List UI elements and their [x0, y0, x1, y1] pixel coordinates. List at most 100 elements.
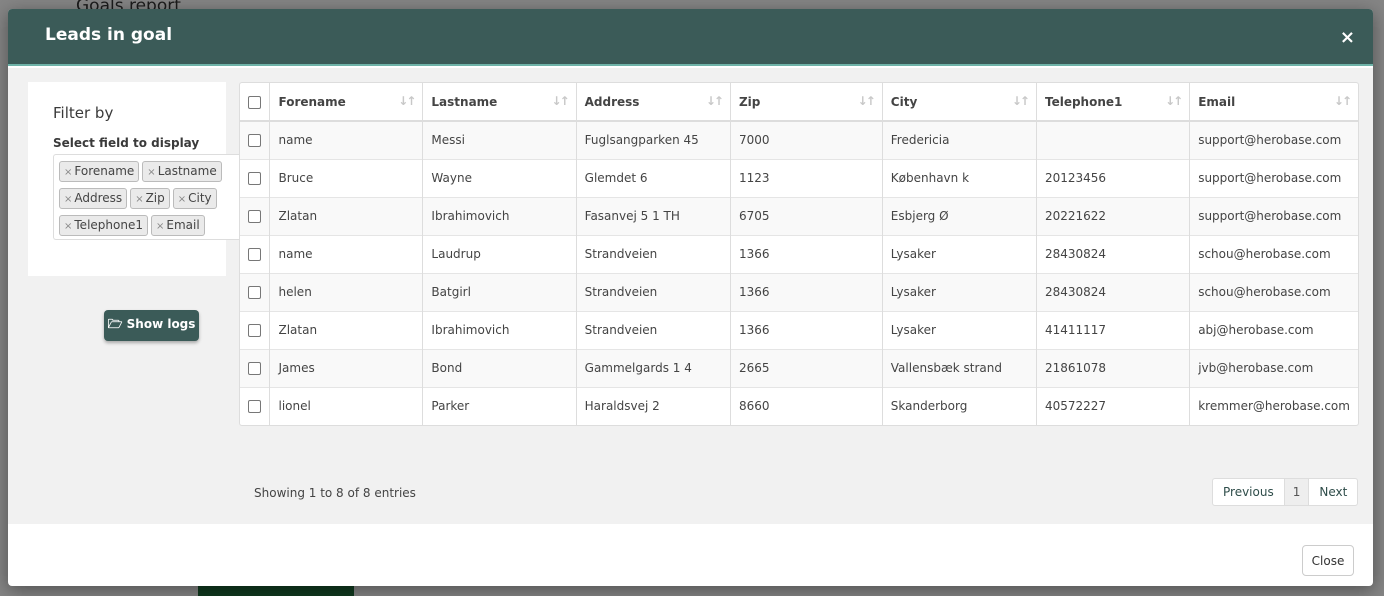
- table-cell-email: support@herobase.com: [1189, 158, 1358, 197]
- table-cell-zip: 1366: [730, 310, 883, 349]
- row-checkbox[interactable]: [248, 400, 261, 414]
- column-header-lastname[interactable]: Lastname ↓↑: [422, 83, 577, 122]
- column-header-address[interactable]: Address ↓↑: [576, 83, 731, 122]
- column-header-zip[interactable]: Zip ↓↑: [730, 83, 883, 122]
- table-cell-city: Vallensbæk strand: [882, 348, 1037, 387]
- table-cell-city: Skanderborg: [882, 386, 1037, 425]
- next-button[interactable]: Next: [1319, 485, 1348, 499]
- modal-body: Filter by Select field to display × Foren…: [8, 68, 1373, 524]
- table-cell-address: Fasanvej 5 1 TH: [576, 196, 731, 235]
- table-cell-lastname: Bond: [422, 348, 577, 387]
- field-tag-label: Lastname: [157, 164, 217, 178]
- table-row[interactable]: Zlatan Ibrahimovich Strandveien 1366 Lysaker…: [240, 310, 1358, 349]
- table-row[interactable]: name Messi Fuglsangparken 45 7000 Fredericia…: [240, 120, 1358, 159]
- filter-panel: Filter by Select field to display × Foren…: [28, 82, 243, 276]
- row-checkbox[interactable]: [248, 324, 261, 337]
- sort-icon[interactable]: ↓↑: [551, 94, 570, 108]
- table-cell-forename: name: [269, 120, 424, 159]
- leads-modal: Leads in goal × Filter by Select field t…: [8, 9, 1373, 586]
- table-cell-city: København k: [882, 158, 1037, 197]
- remove-tag-icon[interactable]: ×: [177, 194, 187, 205]
- table-cell-email: support@herobase.com: [1189, 196, 1358, 235]
- table-cell-email: abj@herobase.com: [1189, 310, 1358, 349]
- modal-header: Leads in goal ×: [8, 9, 1373, 66]
- column-header-telephone1[interactable]: Telephone1 ↓↑: [1036, 83, 1191, 122]
- field-tag: × City: [172, 188, 217, 209]
- table-cell-telephone1: [1036, 120, 1191, 159]
- modal-title: Leads in goal: [45, 25, 173, 45]
- remove-tag-icon[interactable]: ×: [155, 221, 165, 232]
- remove-tag-icon[interactable]: ×: [64, 194, 73, 205]
- field-select[interactable]: × Forename × Lastname× Address × Zip × City× Tele…: [53, 154, 243, 240]
- row-select-cell: [240, 310, 271, 349]
- field-tag: × Lastname: [142, 161, 222, 182]
- row-checkbox[interactable]: [248, 210, 261, 223]
- field-tag-label: Email: [166, 218, 200, 232]
- close-button[interactable]: Close: [1302, 545, 1354, 576]
- table-cell-lastname: Wayne: [422, 158, 577, 197]
- column-header-city[interactable]: City ↓↑: [882, 83, 1037, 122]
- table-cell-city: Esbjerg Ø: [882, 196, 1037, 235]
- row-checkbox[interactable]: [248, 172, 261, 185]
- row-checkbox[interactable]: [248, 248, 261, 261]
- column-header-email[interactable]: Email ↓↑: [1189, 83, 1358, 122]
- table-cell-telephone1: 40572227: [1036, 386, 1191, 425]
- table-row[interactable]: Zlatan Ibrahimovich Fasanvej 5 1 TH 6705 Esb…: [240, 196, 1358, 235]
- table-cell-forename: lionel: [269, 386, 424, 425]
- sort-icon[interactable]: ↓↑: [857, 94, 876, 108]
- table-cell-city: Lysaker: [882, 234, 1037, 273]
- show-logs-button[interactable]: 🗁 Show logs: [104, 310, 199, 341]
- table-cell-city: Fredericia: [882, 120, 1037, 159]
- table-cell-telephone1: 21861078: [1036, 348, 1191, 387]
- table-cell-telephone1: 20221622: [1036, 196, 1191, 235]
- table-cell-telephone1: 28430824: [1036, 272, 1191, 311]
- select-all-header: [240, 83, 271, 122]
- field-tag: × Address: [59, 188, 128, 209]
- field-tag: × Telephone1: [59, 215, 148, 236]
- table-row[interactable]: lionel Parker Haraldsvej 2 8660 Skanderborg 4…: [240, 386, 1358, 425]
- sort-icon[interactable]: ↓↑: [1333, 94, 1352, 108]
- select-all-checkbox[interactable]: [248, 95, 261, 109]
- column-header-label: Lastname: [431, 94, 498, 109]
- column-header-label: Zip: [738, 94, 761, 109]
- row-checkbox[interactable]: [248, 286, 261, 299]
- table-cell-city: Lysaker: [882, 310, 1037, 349]
- remove-tag-icon[interactable]: ×: [64, 221, 73, 232]
- row-select-cell: [240, 272, 271, 311]
- row-checkbox[interactable]: [248, 362, 261, 375]
- remove-tag-icon[interactable]: ×: [135, 194, 144, 205]
- table-row[interactable]: name Laudrup Strandveien 1366 Lysaker 2843082…: [240, 234, 1358, 273]
- table-cell-zip: 6705: [730, 196, 883, 235]
- table-cell-zip: 1366: [730, 234, 883, 273]
- field-tag-label: Zip: [145, 191, 165, 205]
- table-cell-email: schou@herobase.com: [1189, 234, 1358, 273]
- table-cell-address: Strandveien: [576, 234, 731, 273]
- remove-tag-icon[interactable]: ×: [147, 167, 156, 178]
- field-tag: × Forename: [59, 161, 140, 182]
- table-cell-lastname: Ibrahimovich: [422, 196, 577, 235]
- row-checkbox[interactable]: [248, 134, 261, 148]
- table-cell-zip: 7000: [730, 120, 883, 159]
- table-cell-forename: Zlatan: [269, 310, 424, 349]
- table-row[interactable]: Bruce Wayne Glemdet 6 1123 København k 201234…: [240, 158, 1358, 197]
- table-cell-address: Strandveien: [576, 310, 731, 349]
- table-cell-forename: Zlatan: [269, 196, 424, 235]
- table-row[interactable]: helen Batgirl Strandveien 1366 Lysaker 284308…: [240, 272, 1358, 311]
- remove-tag-icon[interactable]: ×: [64, 167, 73, 178]
- sort-icon[interactable]: ↓↑: [1011, 94, 1030, 108]
- table-info: Showing 1 to 8 of 8 entries: [254, 486, 416, 500]
- page-1-button[interactable]: 1: [1284, 479, 1310, 505]
- sort-icon[interactable]: ↓↑: [398, 94, 416, 108]
- sort-icon[interactable]: ↓↑: [705, 94, 724, 108]
- table-cell-lastname: Laudrup: [422, 234, 577, 273]
- column-header-forename[interactable]: Forename ↓↑: [269, 83, 424, 122]
- close-icon[interactable]: ×: [1339, 27, 1355, 48]
- table-cell-address: Gammelgards 1 4: [576, 348, 731, 387]
- previous-button[interactable]: Previous: [1213, 479, 1285, 505]
- field-tag-label: Address: [74, 191, 123, 205]
- table-cell-telephone1: 20123456: [1036, 158, 1191, 197]
- table-cell-telephone1: 41411117: [1036, 310, 1191, 349]
- sort-icon[interactable]: ↓↑: [1165, 94, 1183, 108]
- table-row[interactable]: James Bond Gammelgards 1 4 2665 Vallensbæk s…: [240, 348, 1358, 387]
- pagination: Previous 1 Next: [1212, 478, 1359, 506]
